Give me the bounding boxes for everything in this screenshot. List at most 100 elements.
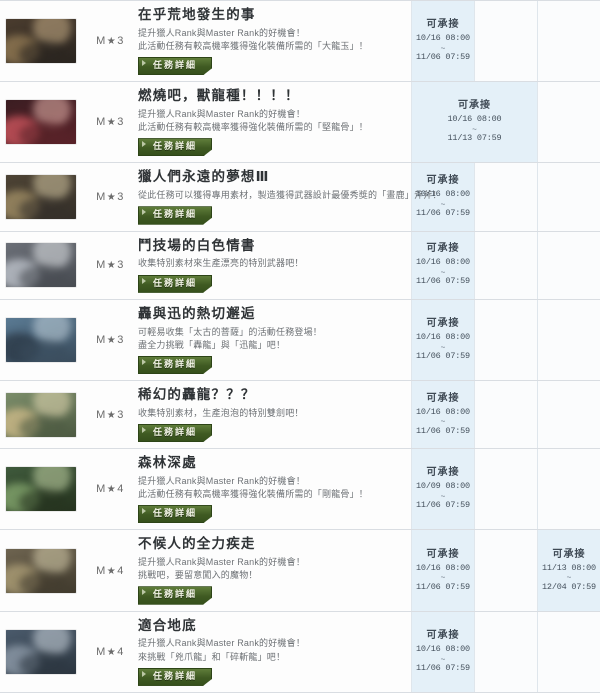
quest-rank-label: M★3 bbox=[96, 191, 124, 203]
quest-desc-line-1: 收集特別素材，生產泡泡的特別雙劍吧！ bbox=[138, 407, 403, 420]
quest-description: 可輕易收集「太古的菩薩」的活動任務登場！盡全力挑戰「轟龍」與「迅龍」吧！ bbox=[138, 326, 403, 352]
quest-info-cell: 適合地底提升獵人Rank與Master Rank的好機會！來挑戰「兇爪龍」和「碎… bbox=[134, 611, 412, 692]
star-icon: ★ bbox=[106, 566, 117, 577]
thumb-quest-tigrex-nargacuga[interactable] bbox=[6, 318, 76, 362]
quest-title: 在乎荒地發生的事 bbox=[138, 7, 403, 24]
quest-rank: M★3 bbox=[86, 299, 134, 380]
period-status-label: 可承接 bbox=[413, 466, 473, 480]
star-icon: ★ bbox=[106, 192, 117, 203]
star-icon: ★ bbox=[106, 647, 117, 658]
period-tilde: ~ bbox=[413, 344, 473, 351]
quest-detail-button[interactable]: 任務詳細 bbox=[138, 206, 212, 224]
quest-period-cell-empty bbox=[475, 231, 538, 299]
quest-detail-button[interactable]: 任務詳細 bbox=[138, 356, 212, 374]
quest-title: 森林深處 bbox=[138, 455, 403, 472]
thumb-quest-wasteland[interactable] bbox=[6, 19, 76, 63]
quest-info-cell: 不候人的全力疾走提升獵人Rank與Master Rank的好機會！挑戰吧，要留意… bbox=[134, 530, 412, 611]
quest-period-cell-empty bbox=[475, 299, 538, 380]
thumb-quest-rare-tigrex[interactable] bbox=[6, 393, 76, 437]
quest-rank: M★4 bbox=[86, 530, 134, 611]
period-status-label: 可承接 bbox=[413, 174, 473, 188]
quest-period-cell-empty bbox=[538, 381, 600, 449]
period-start: 10/16 08:00 bbox=[413, 563, 473, 575]
period-tilde: ~ bbox=[413, 45, 473, 52]
quest-rank: M★3 bbox=[86, 163, 134, 231]
period-tilde: ~ bbox=[413, 201, 473, 208]
quest-title: 適合地底 bbox=[138, 618, 403, 635]
quest-rank-label: M★3 bbox=[96, 116, 124, 128]
quest-description: 提升獵人Rank與Master Rank的好機會！挑戰吧，要留意闖入的魔物！ bbox=[138, 556, 403, 582]
quest-title: 獵人們永遠的夢想Ⅲ bbox=[138, 169, 403, 186]
quest-desc-line-1: 提升獵人Rank與Master Rank的好機會！ bbox=[138, 108, 403, 121]
quest-detail-button[interactable]: 任務詳細 bbox=[138, 668, 212, 686]
period-status-label: 可承接 bbox=[413, 242, 473, 256]
quest-info-cell: 轟與迅的熱切邂逅可輕易收集「太古的菩薩」的活動任務登場！盡全力挑戰「轟龍」與「迅… bbox=[134, 299, 412, 380]
quest-title: 燃燒吧，獸龍種！！！！ bbox=[138, 88, 403, 105]
thumb-quest-brachydios[interactable] bbox=[6, 100, 76, 144]
star-icon: ★ bbox=[106, 117, 117, 128]
thumb-quest-underground[interactable] bbox=[6, 630, 76, 674]
quest-desc-line-2: 盡全力挑戰「轟龍」與「迅龍」吧！ bbox=[138, 339, 403, 352]
quest-desc-line-1: 提升獵人Rank與Master Rank的好機會！ bbox=[138, 556, 403, 569]
star-icon: ★ bbox=[106, 335, 117, 346]
star-icon: ★ bbox=[106, 484, 117, 495]
quest-detail-button[interactable]: 任務詳細 bbox=[138, 505, 212, 523]
quest-detail-button[interactable]: 任務詳細 bbox=[138, 586, 212, 604]
table-row: M★4 不候人的全力疾走提升獵人Rank與Master Rank的好機會！挑戰吧，… bbox=[0, 530, 600, 611]
thumb-quest-arena-white[interactable] bbox=[6, 243, 76, 287]
thumb-quest-full-speed[interactable] bbox=[6, 549, 76, 593]
quest-detail-button[interactable]: 任務詳細 bbox=[138, 57, 212, 75]
quest-detail-button[interactable]: 任務詳細 bbox=[138, 275, 212, 293]
period-tilde: ~ bbox=[413, 656, 473, 663]
period-end: 11/13 07:59 bbox=[413, 133, 536, 145]
quest-rank-label: M★4 bbox=[96, 483, 124, 495]
quest-title: 稀幻的轟龍？？？ bbox=[138, 387, 403, 404]
thumb-quest-hunters-dream[interactable] bbox=[6, 175, 76, 219]
period-start: 10/16 08:00 bbox=[413, 644, 473, 656]
quest-thumbnail-cell bbox=[0, 381, 86, 449]
quest-rank-label: M★3 bbox=[96, 35, 124, 47]
quest-title: 轟與迅的熱切邂逅 bbox=[138, 306, 403, 323]
quest-desc-line-1: 可輕易收集「太古的菩薩」的活動任務登場！ bbox=[138, 326, 403, 339]
quest-description: 提升獵人Rank與Master Rank的好機會！此活動任務有較高機率獲得強化裝… bbox=[138, 108, 403, 134]
period-status-label: 可承接 bbox=[413, 392, 473, 406]
quest-period-cell-empty bbox=[538, 163, 600, 231]
period-end: 11/06 07:59 bbox=[413, 663, 473, 675]
quest-title: 鬥技場的白色情書 bbox=[138, 238, 403, 255]
table-row: M★3 在乎荒地發生的事提升獵人Rank與Master Rank的好機會！此活動任… bbox=[0, 1, 600, 82]
thumb-quest-deep-forest[interactable] bbox=[6, 467, 76, 511]
quest-rank: M★4 bbox=[86, 611, 134, 692]
quest-thumbnail-cell bbox=[0, 611, 86, 692]
quest-period-cell-empty bbox=[538, 299, 600, 380]
period-end: 11/06 07:59 bbox=[413, 351, 473, 363]
table-row: M★3 燃燒吧，獸龍種！！！！ 提升獵人Rank與Master Rank的好機會！此… bbox=[0, 82, 600, 163]
quest-thumbnail-cell bbox=[0, 1, 86, 82]
period-end: 11/06 07:59 bbox=[413, 500, 473, 512]
period-end: 11/06 07:59 bbox=[413, 276, 473, 288]
period-tilde: ~ bbox=[413, 269, 473, 276]
quest-desc-line-1: 從此任務可以獲得專用素材，製造獲得武器設計最優秀獎的「畫鹿」斧斧！ bbox=[138, 189, 403, 202]
quest-rank-label: M★3 bbox=[96, 334, 124, 346]
quest-desc-line-1: 提升獵人Rank與Master Rank的好機會！ bbox=[138, 27, 403, 40]
quest-desc-line-2: 此活動任務有較高機率獲得強化裝備所需的「大龍玉」！ bbox=[138, 40, 403, 53]
quest-rank-label: M★4 bbox=[96, 565, 124, 577]
quest-period-cell-empty bbox=[538, 611, 600, 692]
quest-title: 不候人的全力疾走 bbox=[138, 536, 403, 553]
quest-detail-button[interactable]: 任務詳細 bbox=[138, 138, 212, 156]
quest-period-cell-empty bbox=[538, 82, 600, 163]
quest-detail-button[interactable]: 任務詳細 bbox=[138, 424, 212, 442]
period-end: 11/06 07:59 bbox=[413, 426, 473, 438]
period-start: 10/16 08:00 bbox=[413, 332, 473, 344]
